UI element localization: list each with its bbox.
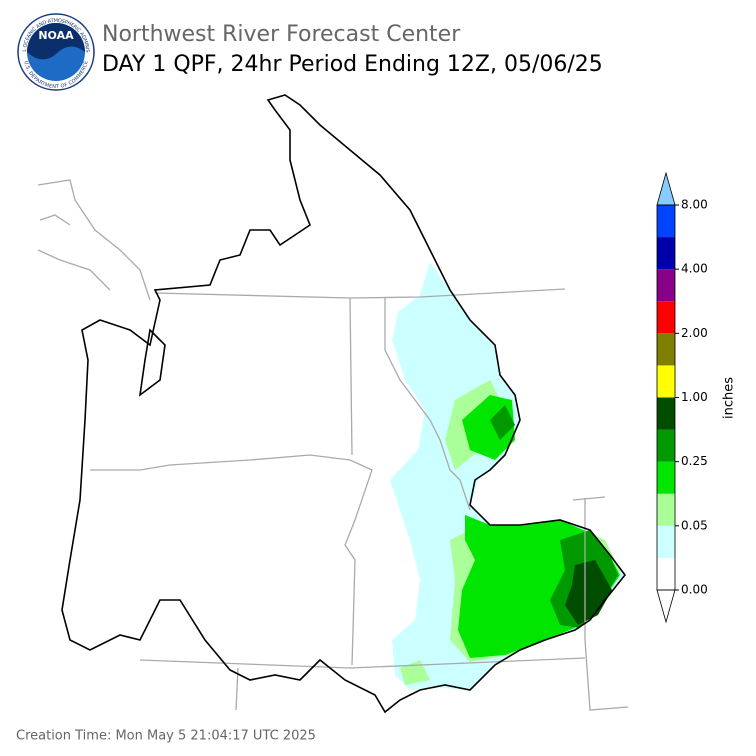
noaa-logo: NATIONAL OCEANIC AND ATMOSPHERIC ADMINIS… xyxy=(0,0,95,91)
colorbar-box xyxy=(657,397,675,430)
colorbar-box xyxy=(657,269,675,302)
colorbar-box xyxy=(657,365,675,398)
colorbar-over xyxy=(656,171,676,206)
colorbar-tick-label: 0.25 xyxy=(681,454,708,468)
colorbar-tick-label: 8.00 xyxy=(681,198,708,212)
colorbar: 0.00 0.05 0.25 1.00 2.00 4.00 8.00 xyxy=(656,171,708,624)
colorbar-tick-label: 2.00 xyxy=(681,326,708,340)
colorbar-under xyxy=(656,589,676,624)
colorbar-tick-label: 0.00 xyxy=(681,583,708,597)
precip-darkest-green xyxy=(565,560,612,625)
precip-green xyxy=(458,395,620,658)
colorbar-box xyxy=(657,525,675,558)
colorbar-box xyxy=(657,237,675,270)
logo-text: NOAA xyxy=(38,29,74,42)
colorbar-box xyxy=(657,333,675,366)
subtitle: DAY 1 QPF, 24hr Period Ending 12Z, 05/06… xyxy=(102,52,603,77)
colorbar-box xyxy=(657,429,675,462)
colorbar-box xyxy=(657,301,675,334)
creation-time: Creation Time: Mon May 5 21:04:17 UTC 20… xyxy=(16,729,316,744)
colorbar-box xyxy=(657,461,675,494)
colorbar-tick-label: 4.00 xyxy=(681,262,708,276)
colorbar-tick-label: 0.05 xyxy=(681,518,708,532)
colorbar-tick-label: 1.00 xyxy=(681,390,708,404)
colorbar-box xyxy=(657,557,675,590)
state-lines xyxy=(37,179,629,711)
colorbar-box xyxy=(657,205,675,238)
basin-outline xyxy=(61,94,627,714)
map xyxy=(37,94,629,714)
colorbar-box xyxy=(657,493,675,526)
title: Northwest River Forecast Center xyxy=(102,22,461,47)
colorbar-label: inches xyxy=(722,377,737,419)
